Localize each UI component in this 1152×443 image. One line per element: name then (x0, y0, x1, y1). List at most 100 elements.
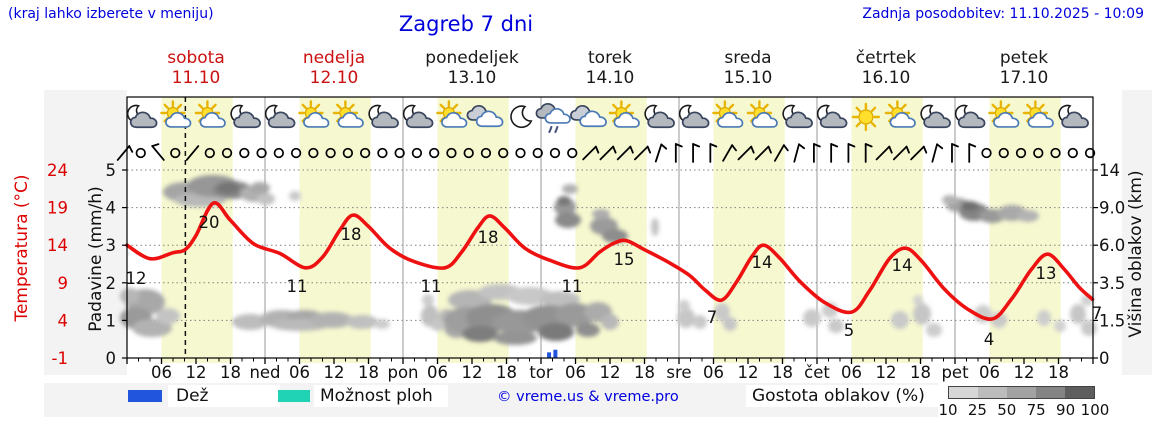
svg-text:-1: -1 (52, 349, 68, 368)
weather-icon-mc (644, 104, 675, 129)
svg-text:11: 11 (421, 277, 442, 296)
svg-text:12: 12 (324, 363, 345, 382)
svg-text:13: 13 (1036, 264, 1057, 283)
wind-barb-icon (737, 145, 755, 161)
weather-icon-sc (332, 100, 364, 128)
wind-barb-icon (793, 143, 806, 163)
temperature-curve (125, 201, 1095, 321)
wind-calm-icon (290, 147, 302, 159)
svg-text:18: 18 (220, 363, 241, 382)
density-tick: 100 (1080, 401, 1110, 419)
density-tick: 90 (1056, 401, 1076, 419)
day-header-sobota: sobota 11.10 (127, 48, 265, 88)
wind-barb-icon (634, 145, 652, 161)
weather-icon-mc (678, 104, 710, 129)
menu-hint: (kraj lahko izberete v meniju) (8, 6, 214, 22)
svg-text:19: 19 (47, 199, 68, 218)
wind-barb-icon (709, 143, 718, 163)
wind-barb-icon (892, 145, 910, 161)
svg-text:čet: čet (804, 363, 830, 382)
wind-barb-icon (616, 145, 634, 161)
density-tick: 50 (997, 401, 1017, 419)
svg-text:12: 12 (738, 363, 759, 382)
day-name: sreda (724, 48, 772, 68)
svg-text:11: 11 (562, 277, 583, 296)
svg-text:06: 06 (565, 363, 586, 382)
weather-icon-sn (851, 102, 881, 132)
weather-icon-mc (264, 104, 296, 129)
wind-calm-icon (463, 147, 474, 159)
svg-text:14: 14 (752, 253, 773, 272)
x-axis-labels: 06 12 18 ned 06 12 18 pon 06 12 18 tor 06 12 18 sre 06 12… (151, 363, 1069, 382)
svg-text:18: 18 (496, 363, 517, 382)
svg-text:12: 12 (600, 363, 621, 382)
weather-icon-mo (510, 105, 533, 128)
rain-legend-label: Dež (168, 385, 280, 407)
rain-bars (547, 349, 558, 358)
wind-symbols-row (116, 143, 1096, 163)
weather-icon-mc (1058, 104, 1089, 129)
wind-calm-icon (256, 147, 267, 159)
left-margin-strip (44, 90, 127, 375)
day-header-torek: torek 14.10 (541, 48, 679, 88)
svg-text:1: 1 (106, 311, 117, 330)
svg-text:6.0: 6.0 (1099, 236, 1125, 255)
wind-barb-icon (599, 145, 617, 161)
wind-barb-icon (674, 143, 683, 163)
weather-icon-sc (194, 100, 226, 128)
svg-text:12: 12 (876, 363, 897, 382)
copyright-link[interactable]: © vreme.us & vreme.pro (497, 389, 679, 405)
axis-tick-labels: 5 4 3 2 1 0 24 19 14 9 4 -1 14 9.0 6.0 3.5 1.5 0 (47, 161, 1125, 368)
weather-icon-sc (746, 100, 778, 128)
wind-calm-icon (170, 147, 181, 159)
weather-icon-mc (920, 104, 951, 129)
wind-calm-icon (204, 147, 215, 159)
svg-text:14: 14 (892, 256, 913, 275)
day-header-ponedeljek: ponedeljek 13.10 (403, 48, 541, 88)
wind-calm-icon (359, 147, 371, 159)
wind-calm-icon (342, 147, 354, 159)
weather-icon-mc (230, 104, 261, 129)
svg-text:12: 12 (1014, 363, 1035, 382)
weather-icon-mc (368, 104, 399, 129)
wind-calm-icon (480, 147, 492, 159)
cloud-density-label: Gostota oblakov (%) (746, 385, 938, 407)
wind-calm-icon (377, 147, 388, 159)
wind-barb-icon (116, 145, 134, 161)
day-header-četrtek: četrtek 16.10 (817, 48, 955, 88)
svg-text:18: 18 (341, 225, 362, 244)
svg-text:pon: pon (387, 363, 418, 382)
wind-calm-icon (325, 147, 336, 159)
svg-text:sre: sre (666, 363, 691, 382)
svg-text:15: 15 (614, 250, 635, 269)
svg-text:12: 12 (462, 363, 483, 382)
wind-barb-icon (185, 145, 200, 161)
wind-barb-icon (813, 143, 821, 163)
wind-calm-icon (1033, 147, 1044, 159)
wind-calm-icon (308, 147, 319, 159)
wind-calm-icon (273, 147, 284, 159)
wind-calm-icon (411, 147, 423, 159)
wind-barb-icon (754, 145, 772, 161)
weather-icon-sc (608, 100, 640, 128)
weather-icon-mc (782, 104, 813, 129)
wind-barb-icon (847, 143, 856, 163)
wind-calm-icon (981, 147, 992, 159)
weather-icon-sc (988, 100, 1020, 128)
cloud-density-gradient (948, 386, 1095, 399)
density-tick: 75 (1026, 401, 1046, 419)
svg-text:2: 2 (106, 274, 117, 293)
weather-icon-mc (402, 104, 434, 129)
wind-calm-icon (446, 147, 457, 159)
last-update: Zadnja posodobitev: 11.10.2025 - 10:09 (862, 6, 1144, 22)
weather-icon-sc (712, 100, 744, 128)
wind-barb-icon (951, 143, 959, 163)
svg-text:06: 06 (979, 363, 1000, 382)
svg-text:12: 12 (186, 363, 207, 382)
wind-barb-icon (931, 143, 944, 163)
weather-icon-sc (160, 100, 192, 128)
day-header-petek: petek 17.10 (955, 48, 1093, 88)
svg-text:tor: tor (529, 363, 553, 382)
svg-text:4: 4 (984, 330, 995, 349)
